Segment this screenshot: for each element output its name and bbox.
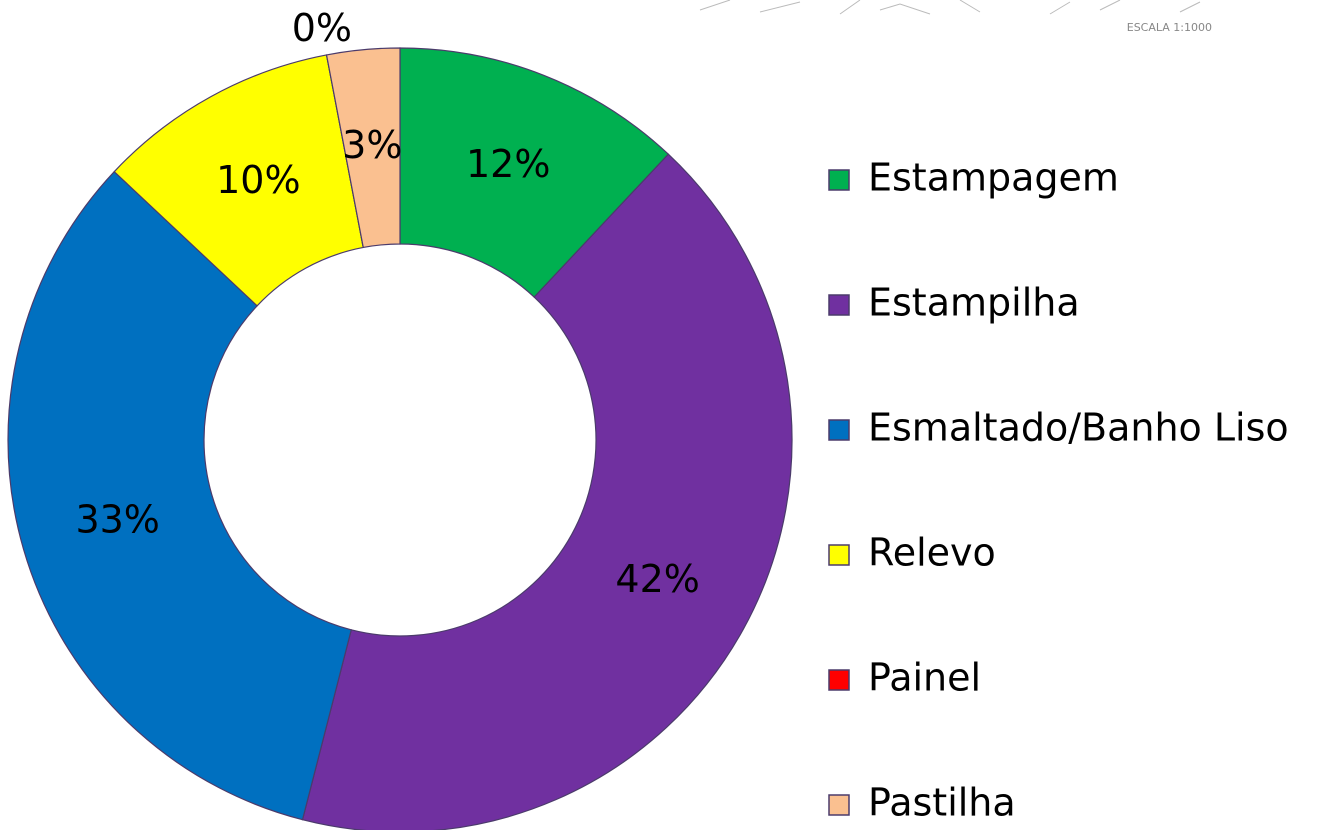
data-label: 33% [75, 498, 159, 542]
map-lines [699, 0, 1201, 15]
legend-label: Esmaltado/Banho Liso [868, 406, 1289, 450]
legend-swatch [828, 169, 850, 191]
donut-slice [399, 47, 670, 298]
legend-swatch [828, 794, 850, 816]
data-label: 12% [466, 142, 550, 186]
legend-label: Estampagem [868, 156, 1119, 200]
legend-swatch [828, 294, 850, 316]
legend-label: Pastilha [868, 781, 1016, 825]
donut-slice [7, 170, 352, 821]
data-label: 10% [216, 158, 300, 202]
legend-swatch [828, 669, 850, 691]
data-label: 3% [342, 123, 402, 167]
legend-label: Relevo [868, 531, 996, 575]
legend-label: Estampilha [868, 281, 1080, 325]
annotation: ESCALA 1:1000 [1127, 21, 1212, 34]
legend-label: Painel [868, 656, 981, 700]
background-fragment [699, 0, 1201, 15]
donut-slice [301, 153, 793, 830]
donut-slice [325, 47, 401, 249]
legend-swatch [828, 419, 850, 441]
legend-swatch [828, 544, 850, 566]
data-label: 42% [615, 557, 699, 601]
data-label: 0% [292, 6, 352, 50]
